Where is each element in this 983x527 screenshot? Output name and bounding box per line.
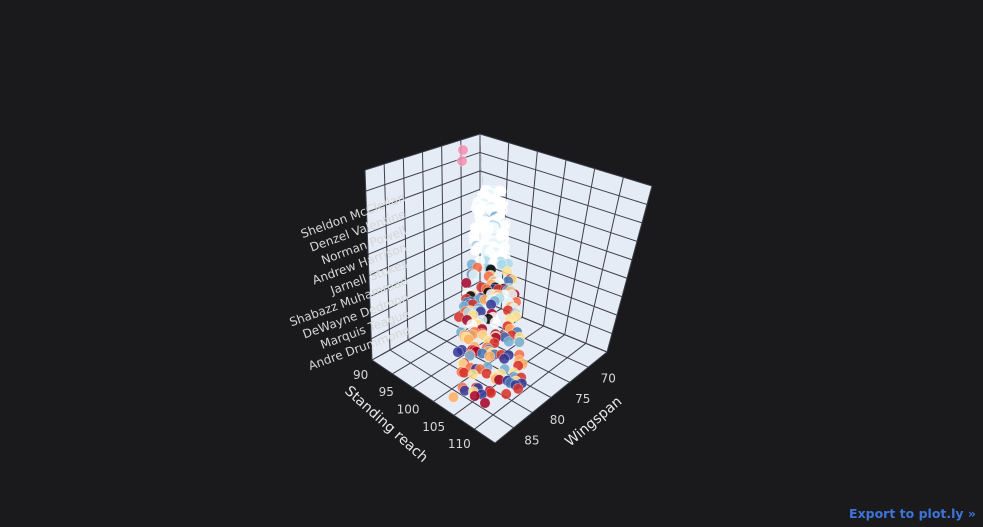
y-axis-title: Wingspan: [562, 394, 625, 450]
data-point[interactable]: [485, 298, 497, 310]
data-point[interactable]: [469, 390, 481, 402]
data-point[interactable]: [489, 316, 501, 328]
data-point[interactable]: [460, 277, 472, 289]
data-point[interactable]: [469, 244, 481, 256]
y-tick-label: 70: [601, 372, 616, 386]
data-point[interactable]: [458, 367, 470, 379]
data-point[interactable]: [503, 336, 515, 348]
data-point[interactable]: [513, 336, 525, 348]
data-point[interactable]: [498, 353, 510, 365]
x-tick-label: 105: [422, 420, 445, 434]
data-point[interactable]: [468, 269, 480, 281]
data-point[interactable]: [464, 350, 476, 362]
x-tick-label: 100: [397, 403, 420, 417]
data-point[interactable]: [447, 391, 459, 403]
y-tick-label: 85: [524, 434, 539, 448]
data-point[interactable]: [463, 333, 475, 345]
data-point[interactable]: [485, 387, 497, 399]
x-tick-label: 110: [448, 437, 471, 451]
data-point[interactable]: [452, 346, 464, 358]
y-tick-label: 75: [575, 392, 590, 406]
y-tick-label: 80: [550, 413, 565, 427]
data-point[interactable]: [500, 388, 512, 400]
data-point[interactable]: [457, 144, 469, 156]
data-point[interactable]: [496, 258, 508, 270]
x-tick-label: 90: [353, 368, 368, 382]
data-point[interactable]: [512, 383, 524, 395]
data-point[interactable]: [467, 369, 479, 381]
x-tick-label: 95: [379, 385, 394, 399]
data-point[interactable]: [479, 397, 491, 409]
data-point[interactable]: [484, 350, 496, 362]
export-to-plotly-link[interactable]: Export to plot.ly »: [849, 506, 976, 521]
data-points[interactable]: [447, 144, 529, 409]
data-point[interactable]: [456, 155, 468, 167]
